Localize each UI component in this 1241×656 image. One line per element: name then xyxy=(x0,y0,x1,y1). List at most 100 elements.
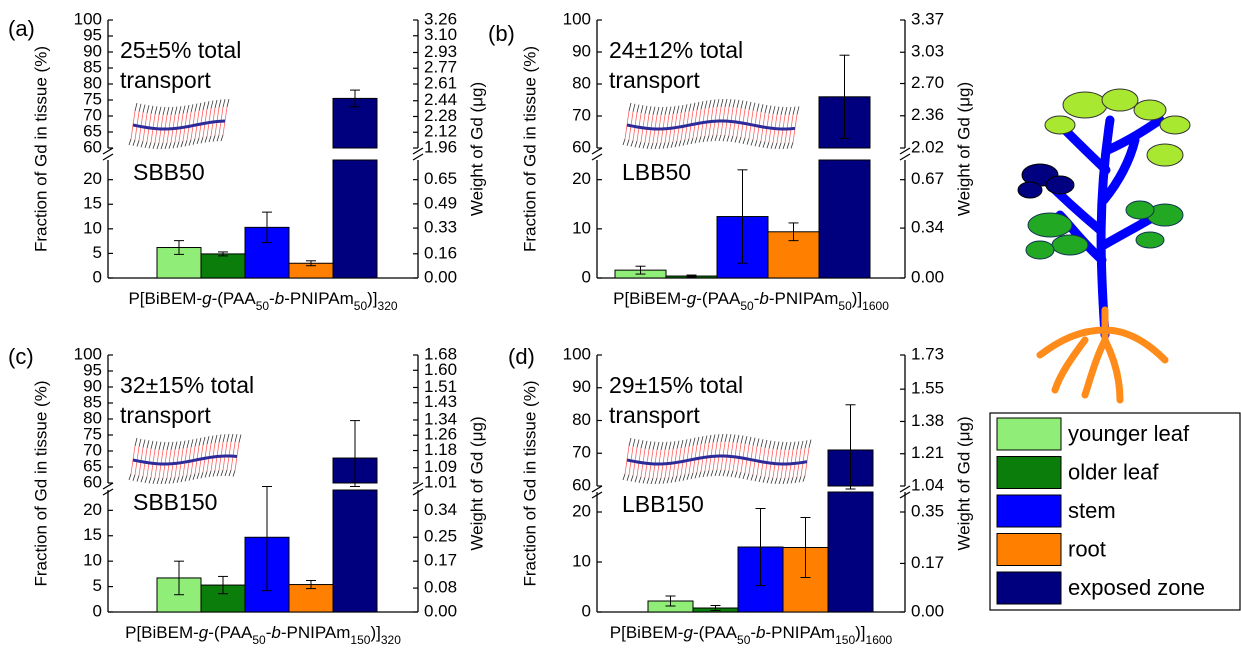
brush-chain xyxy=(222,120,226,136)
y-tick-label: 10 xyxy=(83,551,102,570)
brush-chain xyxy=(200,444,204,460)
brush-chain xyxy=(194,438,198,447)
y-tick-label: 80 xyxy=(83,408,102,427)
brush-chain xyxy=(188,474,192,481)
brush-chain xyxy=(664,128,668,143)
brush-chain xyxy=(218,456,222,471)
brush-chain xyxy=(158,463,162,478)
brush-chain xyxy=(700,101,704,110)
brush-chain xyxy=(654,142,658,150)
brush-chain xyxy=(638,448,642,463)
polymer-label: SBB150 xyxy=(133,489,217,515)
brush-chain xyxy=(188,447,192,462)
brush-chain xyxy=(774,142,778,149)
x-label-part: b xyxy=(271,623,280,642)
brush-chain xyxy=(210,121,214,137)
y2-tick-label: 3.03 xyxy=(911,42,944,61)
brush-chain xyxy=(194,459,198,474)
brush-chain xyxy=(764,462,768,477)
brush-chain xyxy=(798,448,802,463)
brush-chain xyxy=(626,445,630,461)
brush-chain xyxy=(682,474,686,481)
brush-chain xyxy=(656,128,660,144)
x-label-part: - xyxy=(750,623,756,642)
brush-chain xyxy=(220,134,224,142)
brush-chain xyxy=(156,477,160,485)
brush-chain xyxy=(146,462,150,477)
brush-chain xyxy=(228,441,232,457)
brush-chain xyxy=(152,114,156,129)
brush-chain xyxy=(200,137,204,144)
brush-chain xyxy=(718,106,722,122)
brush-chain xyxy=(792,106,796,115)
brush-chain xyxy=(646,449,650,464)
brush-chain xyxy=(740,100,744,109)
brush-chain xyxy=(714,107,718,122)
brush-chain xyxy=(202,123,206,138)
brush-chain xyxy=(230,433,234,443)
brush-chain xyxy=(788,106,792,116)
brush-chain xyxy=(156,142,160,150)
y-tick-label: 90 xyxy=(572,377,591,396)
brush-chain xyxy=(202,436,206,446)
y2-tick-label: 2.77 xyxy=(424,58,457,77)
brush-chain xyxy=(180,140,184,148)
legend-label: exposed zone xyxy=(1068,575,1205,600)
brush-backbone xyxy=(626,119,796,131)
brush-chain xyxy=(638,113,642,128)
brush-chain xyxy=(662,449,666,464)
brush-chain xyxy=(684,460,688,475)
brush-chain xyxy=(678,140,682,147)
brush-chain xyxy=(654,449,658,464)
brush-chain xyxy=(686,446,690,461)
legend-swatch xyxy=(996,533,1062,566)
brush-chain xyxy=(722,106,726,122)
brush-chain xyxy=(150,440,154,449)
brush-chain xyxy=(798,476,802,483)
brush-chain xyxy=(678,448,682,463)
brush-chain xyxy=(666,449,670,464)
brush-chain xyxy=(640,462,644,477)
y2-tick-label: 1.51 xyxy=(424,377,457,396)
brush-chain xyxy=(642,142,646,149)
x-label-part: - xyxy=(754,289,760,308)
brush-chain xyxy=(628,102,632,112)
brush-chain xyxy=(164,449,168,465)
brush-chain xyxy=(684,125,688,140)
legend-swatch xyxy=(996,456,1062,489)
brush-chain xyxy=(650,477,654,485)
brush-chain xyxy=(170,106,174,115)
x-label-part: -PNIPAm xyxy=(766,623,836,642)
brush-chain xyxy=(644,105,648,114)
brush-chain xyxy=(778,449,782,464)
brush-chain xyxy=(762,447,766,463)
brush-chain xyxy=(772,106,776,115)
y-tick-label: 100 xyxy=(563,9,591,28)
bar-lower xyxy=(827,491,874,613)
brush-chain xyxy=(140,112,144,127)
brush-chain xyxy=(692,102,696,111)
brush-chain xyxy=(734,136,738,143)
brush-chain xyxy=(632,461,636,476)
brush-chain xyxy=(190,439,194,448)
brush-chain xyxy=(180,113,184,128)
brush-chain xyxy=(786,114,790,130)
x-label-part: - xyxy=(269,289,275,308)
brush-chain xyxy=(166,128,170,143)
brush-chain xyxy=(206,101,210,110)
brush-chain xyxy=(768,105,772,114)
brush-chain xyxy=(162,128,166,144)
brush-chain xyxy=(678,113,682,128)
brush-chain xyxy=(666,114,670,129)
brush-chain xyxy=(708,456,712,471)
axis-break xyxy=(899,491,911,499)
x-axis-label: P[BiBEM-g-(PAA50-b-PNIPAm50)]320 xyxy=(128,289,397,313)
y2-tick-label: 0.67 xyxy=(911,169,944,188)
polymer-label: LBB50 xyxy=(622,159,691,185)
brush-chain xyxy=(712,121,716,136)
brush-chain xyxy=(704,100,708,109)
brush-chain xyxy=(792,128,796,143)
brush-chain xyxy=(690,445,694,460)
legend-label: root xyxy=(1068,536,1106,561)
